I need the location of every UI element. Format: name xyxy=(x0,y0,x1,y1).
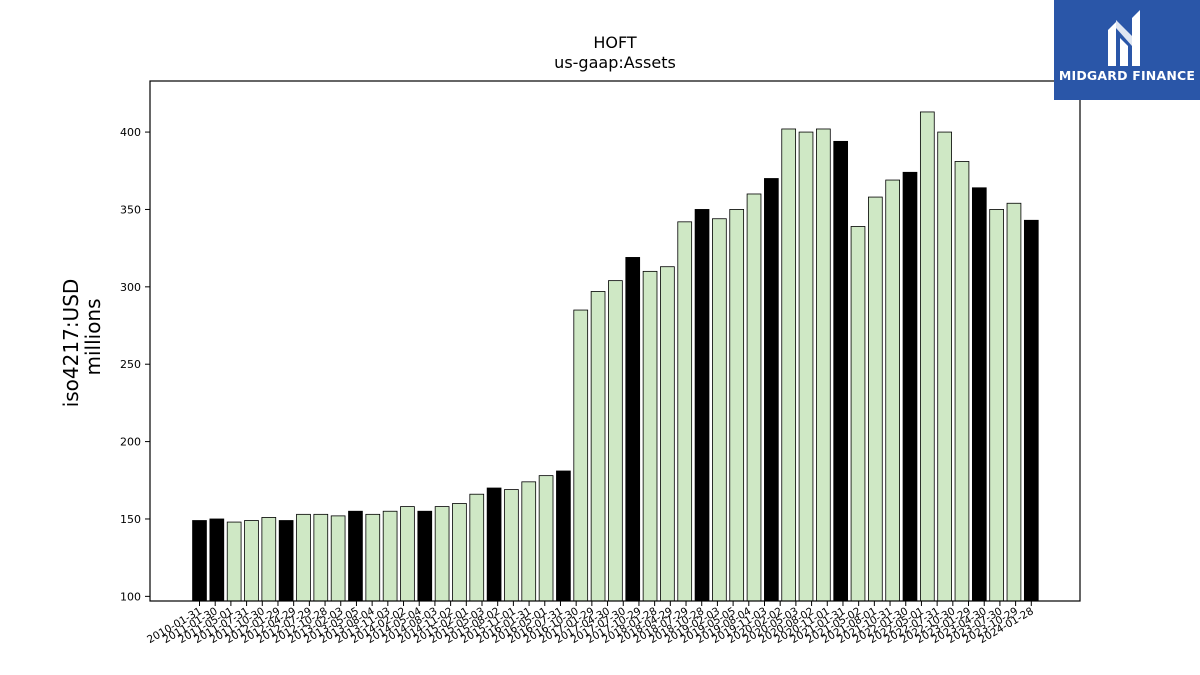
midgard-logo-icon xyxy=(1108,10,1140,66)
bar-2013-05-05 xyxy=(365,513,381,602)
logo-text: MIDGARD FINANCE xyxy=(1058,68,1196,83)
y-tick-label: 100 xyxy=(120,590,141,603)
bar-2019-05-05 xyxy=(781,128,797,602)
bar-2019-11-03 xyxy=(816,128,831,602)
y-tick-label: 150 xyxy=(120,513,141,526)
y-tick-label: 300 xyxy=(120,281,141,294)
bar-2018-01-28 xyxy=(694,209,710,602)
bar-2017-10-29 xyxy=(677,221,693,602)
bar-2016-01-31 xyxy=(556,470,571,602)
y-axis-unit-label: millions xyxy=(81,298,105,375)
bar-2015-02-01 xyxy=(486,487,502,602)
bar-2022-01-30 xyxy=(971,187,987,602)
y-axis-label: iso4217:USD xyxy=(59,279,83,408)
bar-2013-08-04 xyxy=(382,510,398,602)
y-tick-label: 350 xyxy=(120,203,141,216)
bars-group xyxy=(192,111,1039,602)
bar-2017-07-30 xyxy=(660,266,675,602)
bar-2020-08-02 xyxy=(868,196,883,602)
bar-2018-10-28 xyxy=(746,193,762,602)
bar-2016-10-30 xyxy=(608,280,623,602)
bar-2011-10-30 xyxy=(261,517,277,602)
bar-2016-07-31 xyxy=(590,291,606,602)
bar-2020-05-03 xyxy=(850,226,866,602)
bar-2014-08-03 xyxy=(452,503,467,602)
bar-2012-10-28 xyxy=(330,515,346,602)
bar-2019-02-03 xyxy=(764,178,779,602)
bar-2021-01-31 xyxy=(902,171,918,602)
bar-2012-04-29 xyxy=(296,513,311,602)
bar-2010-01-31 xyxy=(192,520,207,602)
midgard-finance-logo: MIDGARD FINANCE xyxy=(1054,0,1200,100)
bar-2014-11-02 xyxy=(469,493,485,602)
bar-2014-02-02 xyxy=(417,510,433,602)
plot-frame xyxy=(149,80,1081,602)
bar-2011-05-01 xyxy=(226,521,242,602)
bar-2022-10-30 xyxy=(1023,219,1039,602)
bar-2021-08-01 xyxy=(937,131,952,602)
bar-2014-05-04 xyxy=(434,506,450,602)
y-tick-label: 250 xyxy=(120,358,141,371)
bar-2017-01-29 xyxy=(625,257,641,602)
bar-2015-05-03 xyxy=(504,489,519,602)
x-axis: 2010-01-312011-01-302011-05-012011-07-31… xyxy=(145,601,1036,646)
bar-2012-01-29 xyxy=(278,520,294,602)
bar-2013-11-03 xyxy=(400,506,415,602)
bar-2021-05-02 xyxy=(919,111,935,602)
bar-2020-11-01 xyxy=(885,179,900,602)
bar-2022-07-31 xyxy=(1006,202,1022,602)
bar-2018-07-29 xyxy=(729,209,745,602)
bar-2021-10-31 xyxy=(954,161,970,602)
chart-subtitle: us-gaap:Assets xyxy=(554,53,676,72)
bar-2015-08-02 xyxy=(521,481,537,602)
y-axis: 100 150 200 250 300 350 400 xyxy=(120,126,150,603)
y-tick-label: 400 xyxy=(120,126,141,139)
bar-2016-05-01 xyxy=(573,309,589,602)
bar-2011-07-31 xyxy=(244,520,259,602)
bar-2019-08-04 xyxy=(798,131,814,602)
bar-2022-05-01 xyxy=(989,209,1004,602)
bar-2011-01-30 xyxy=(209,518,225,602)
bar-2012-07-29 xyxy=(313,513,329,602)
y-tick-label: 200 xyxy=(120,436,141,449)
bar-2015-11-01 xyxy=(538,475,554,602)
chart-title: HOFT xyxy=(593,33,637,52)
bar-2013-02-03 xyxy=(348,510,363,602)
bar-2017-04-30 xyxy=(642,270,658,602)
bar-2020-02-02 xyxy=(833,140,849,602)
bar-2018-04-29 xyxy=(712,218,727,602)
